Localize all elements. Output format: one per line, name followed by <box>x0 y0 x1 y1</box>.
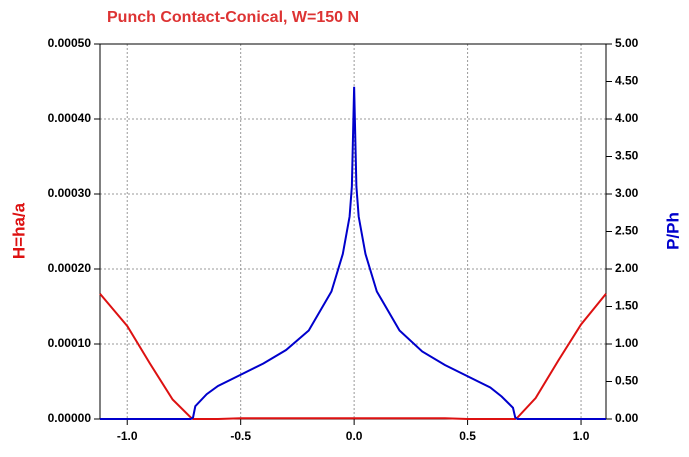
y-axis-label: H=ha/a <box>9 202 28 259</box>
y2-tick-label: 4.00 <box>615 111 639 125</box>
y-tick-label: 0.00020 <box>48 261 92 275</box>
x-tick-label: 0.5 <box>459 429 476 443</box>
y2-tick-label: 4.50 <box>615 74 639 88</box>
x-tick-label: -1.0 <box>117 429 138 443</box>
y-tick-label: 0.00050 <box>48 36 92 50</box>
y2-tick-label: 0.00 <box>615 411 639 425</box>
y2-tick-label: 5.00 <box>615 36 639 50</box>
y-tick-label: 0.00010 <box>48 336 92 350</box>
x-tick-label: 0.0 <box>346 429 363 443</box>
y2-tick-label: 1.00 <box>615 336 639 350</box>
series-line <box>99 293 607 420</box>
y2-axis-label: P/Ph <box>663 212 682 250</box>
y2-tick-label: 0.50 <box>615 374 639 388</box>
y-tick-label: 0.00030 <box>48 186 92 200</box>
series-line <box>100 86 606 420</box>
y2-tick-label: 2.00 <box>615 261 639 275</box>
y-tick-label: 0.00000 <box>48 411 92 425</box>
y2-tick-label: 3.00 <box>615 186 639 200</box>
y-tick-label: 0.00040 <box>48 111 92 125</box>
y2-tick-label: 2.50 <box>615 224 639 238</box>
y2-tick-label: 1.50 <box>615 299 639 313</box>
x-tick-label: -0.5 <box>230 429 251 443</box>
x-tick-label: 1.0 <box>573 429 590 443</box>
chart-title: Punch Contact-Conical, W=150 N <box>107 9 359 26</box>
y2-tick-label: 3.50 <box>615 149 639 163</box>
